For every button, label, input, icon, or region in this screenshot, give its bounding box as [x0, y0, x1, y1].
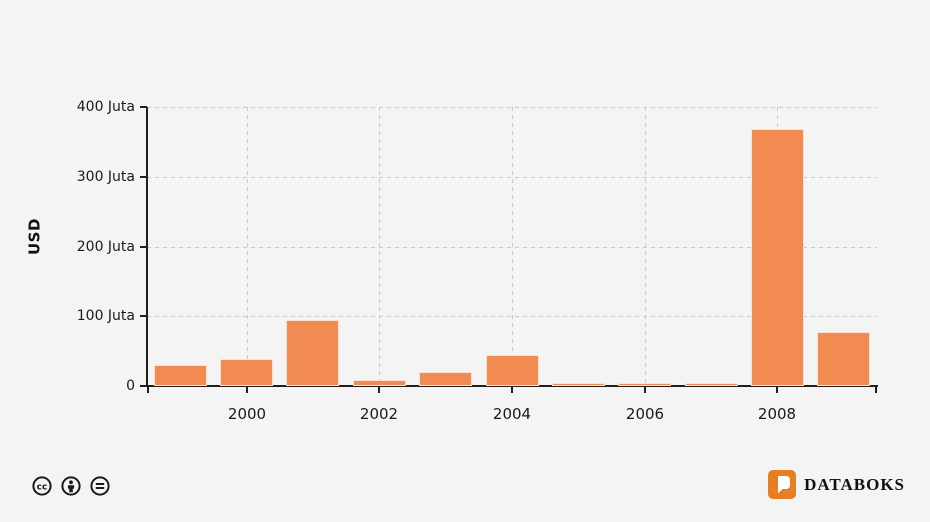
vgrid-line-2006 [645, 107, 646, 386]
vgrid-line-2000 [247, 107, 248, 386]
bar-2008[interactable] [751, 129, 804, 386]
x-axis-end-tick [875, 387, 877, 393]
equals-icon[interactable] [90, 476, 110, 496]
bar-2005[interactable] [552, 383, 605, 386]
x-tick-2000 [246, 387, 248, 393]
x-tick-label-2002: 2002 [359, 405, 399, 423]
y-axis-title: USD [25, 218, 44, 255]
x-tick-label-2000: 2000 [227, 405, 267, 423]
svg-text:cc: cc [37, 482, 48, 492]
bar-2007[interactable] [685, 383, 738, 386]
y-tick-200 [140, 246, 147, 248]
bar-2006[interactable] [618, 383, 671, 386]
bar-2002[interactable] [353, 380, 406, 386]
bar-1999[interactable] [154, 365, 207, 386]
bar-2001[interactable] [286, 320, 339, 386]
y-tick-100 [140, 315, 147, 317]
x-tick-2002 [378, 387, 380, 393]
databoks-logo-mark [768, 470, 797, 499]
y-tick-label-300: 300 Juta [76, 169, 135, 185]
footer: cc DATABOKS [0, 468, 930, 508]
bar-2009[interactable] [817, 332, 870, 386]
bar-2004[interactable] [486, 355, 539, 386]
cc-icon[interactable]: cc [32, 476, 52, 496]
vgrid-line-2002 [379, 107, 380, 386]
bar-2003[interactable] [419, 372, 472, 386]
y-tick-label-100: 100 Juta [76, 308, 135, 324]
x-tick-label-2006: 2006 [625, 405, 665, 423]
y-tick-label-200: 200 Juta [76, 239, 135, 255]
vgrid-line-2004 [512, 107, 513, 386]
y-tick-0 [140, 385, 147, 387]
cc-license-icons[interactable]: cc [32, 476, 110, 496]
y-tick-label-400: 400 Juta [76, 99, 135, 115]
databoks-logo-text: DATABOKS [804, 474, 905, 494]
x-axis-line [146, 385, 878, 387]
x-tick-label-2008: 2008 [757, 405, 797, 423]
x-axis-start-tick [147, 387, 149, 393]
y-tick-400 [140, 106, 147, 108]
databoks-logo[interactable]: DATABOKS [768, 470, 905, 499]
y-axis-line [146, 107, 148, 387]
y-tick-label-0: 0 [126, 378, 135, 394]
x-tick-2004 [511, 387, 513, 393]
attribution-icon[interactable] [61, 476, 81, 496]
bar-2000[interactable] [220, 359, 273, 386]
y-tick-300 [140, 176, 147, 178]
x-tick-label-2004: 2004 [492, 405, 532, 423]
x-tick-2006 [644, 387, 646, 393]
x-tick-2008 [776, 387, 778, 393]
